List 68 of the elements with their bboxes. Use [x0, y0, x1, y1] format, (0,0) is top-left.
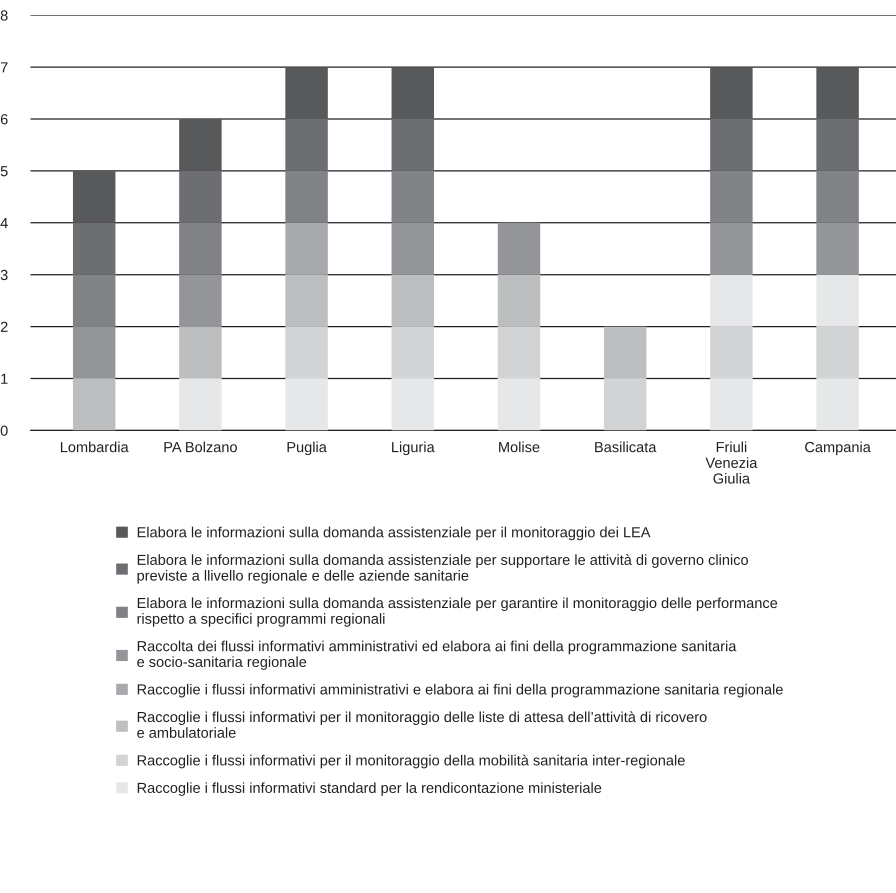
- bar: [710, 222, 753, 275]
- bar: [392, 118, 434, 171]
- legend-label: Raccoglie i flussi informativi standard per la rendicontazione ministeriale: [138, 782, 602, 796]
- y-tick-label: 6: [0, 114, 8, 124]
- bar: [816, 326, 859, 379]
- bar: [392, 326, 434, 379]
- legend-label: Raccoglie i flussi informativi per il monitoraggio della mobilità sanitaria inter-regionale: [138, 754, 685, 768]
- y-tick-label: 1: [1, 374, 8, 384]
- bar: [710, 326, 753, 379]
- legend-label: Elabora le informazioni sulla domanda assistenziale per supportare le attività di governo clinico previste a llivello regionale e delle aziende sanitarie: [138, 554, 748, 584]
- legend-label: Elabora le informazioni sulla domanda assistenziale per garantire il monitoraggio delle performance rispetto a specifici programmi regionali: [138, 597, 778, 627]
- legend-label: Raccoglie i flussi informativi per il monitoraggio delle liste di attesa dell’attività di ricovero e ambulatoriale: [137, 711, 707, 738]
- bar: [285, 378, 328, 430]
- bar: [179, 274, 222, 327]
- bar: [498, 326, 540, 379]
- bar: [179, 378, 222, 430]
- bar: [72, 326, 116, 379]
- bar: [710, 67, 753, 119]
- bar: [392, 274, 434, 327]
- bar: [72, 170, 116, 223]
- bar: [179, 170, 222, 223]
- bar: [392, 67, 434, 119]
- bar: [179, 326, 222, 379]
- bar: [816, 67, 859, 119]
- bar: [285, 67, 328, 119]
- bar: [179, 118, 222, 171]
- bar: [816, 378, 859, 430]
- y-tick-label: 8: [0, 10, 8, 21]
- x-tick-label: PA Bolzano: [164, 442, 237, 452]
- bar: [285, 274, 328, 327]
- bar: [285, 326, 328, 379]
- x-tick-label: Lombardia: [60, 442, 129, 452]
- legend-label: Raccolta dei flussi informativi amministrativi ed elabora ai fini della programmazione sanitaria e socio-sanitaria regionale: [137, 640, 736, 670]
- x-tick-label: Liguria: [392, 442, 435, 456]
- bar: [604, 378, 646, 430]
- bar: [285, 170, 328, 223]
- bar: [604, 326, 646, 379]
- bar: [498, 378, 540, 430]
- x-tick-label: Molise: [499, 442, 540, 452]
- bar: [710, 378, 753, 430]
- y-tick-label: 4: [0, 218, 8, 228]
- bar: [710, 170, 753, 223]
- bar: [392, 222, 434, 275]
- y-tick-label: 2: [0, 322, 8, 332]
- bar: [392, 170, 434, 223]
- bar: [498, 222, 540, 275]
- legend-label: Elabora le informazioni sulla domanda assistenziale per il monitoraggio dei LEA: [138, 526, 650, 540]
- y-tick-label: 7: [0, 62, 8, 72]
- bar: [72, 378, 116, 430]
- bar: [72, 274, 116, 327]
- bar: [285, 222, 328, 275]
- x-tick-label: Friuli Venezia Giulia: [706, 442, 758, 484]
- x-tick-label: Campania: [805, 442, 871, 456]
- legend-label: Raccoglie i flussi informativi amministrativi e elabora ai fini della programmazione sanitaria regionale: [138, 684, 783, 698]
- bar: [816, 222, 859, 275]
- bar: [72, 222, 116, 275]
- bar: [392, 378, 434, 430]
- bar: [710, 118, 753, 171]
- bar: [498, 274, 540, 327]
- bar: [179, 222, 222, 275]
- bar: [816, 118, 859, 171]
- bar: [285, 118, 328, 171]
- x-tick-label: Puglia: [288, 442, 327, 456]
- y-tick-label: 0: [0, 426, 8, 436]
- y-tick-label: 3: [0, 270, 8, 280]
- y-tick-label: 5: [0, 166, 8, 176]
- bar: [816, 170, 859, 223]
- x-tick-label: Basilicata: [595, 442, 656, 452]
